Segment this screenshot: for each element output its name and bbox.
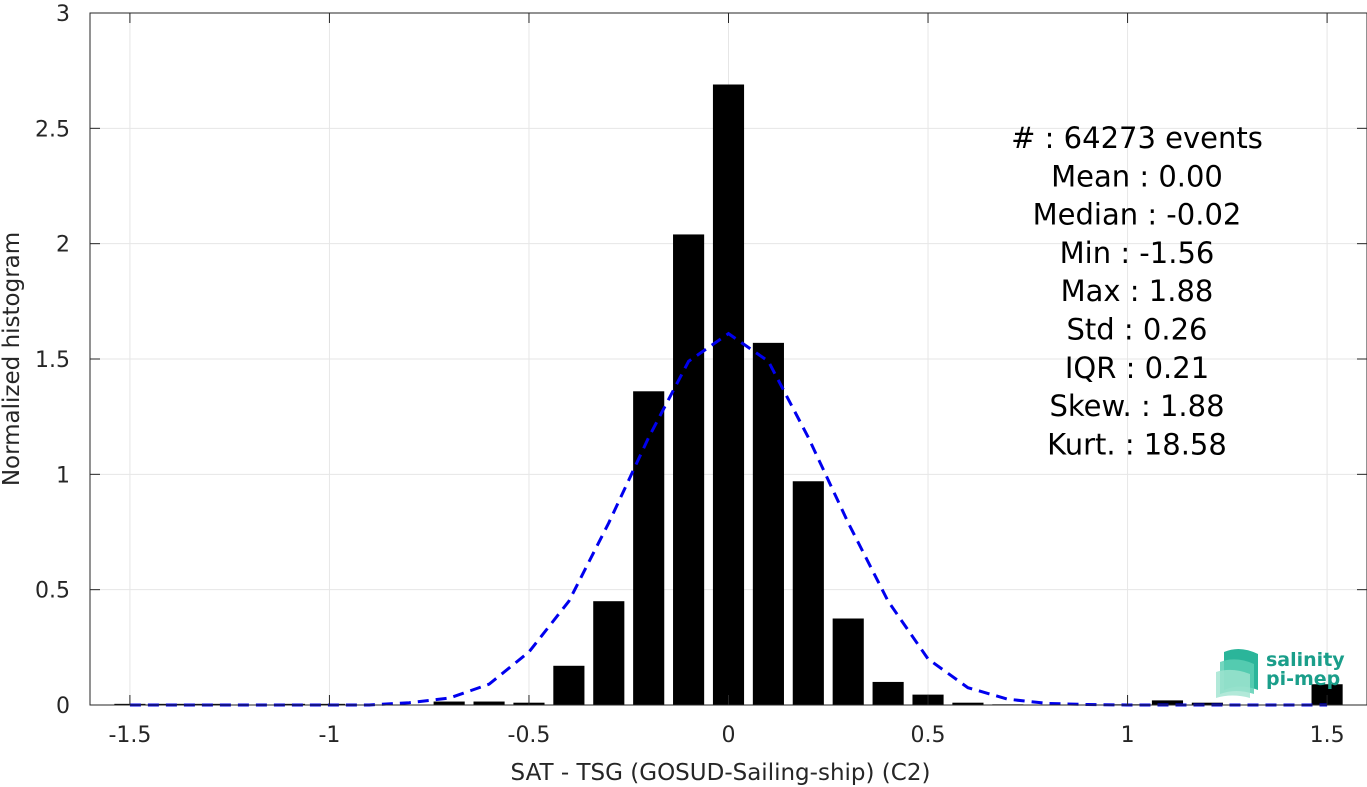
histogram-bar-14 (673, 234, 705, 705)
stat-line-5: Std : 0.26 (1067, 313, 1208, 347)
stat-line-7: Skew. : 1.88 (1049, 389, 1224, 423)
x-tick-label-4: 0.5 (911, 723, 946, 748)
histogram-bar-4 (273, 703, 306, 705)
y-tick-label-4: 2 (56, 233, 70, 258)
x-axis-title: SAT - TSG (GOSUD-Sailing-ship) (C2) (511, 760, 931, 786)
x-tick-labels: -1.5 -1 -0.5 0 0.5 1 1.5 (108, 723, 1344, 748)
y-tick-label-0: 0 (56, 694, 70, 719)
histogram-bar-16 (752, 342, 784, 705)
stat-line-4: Max : 1.88 (1061, 274, 1214, 308)
histogram-bar-9 (473, 701, 505, 705)
y-axis-title: Normalized histogram (0, 232, 25, 486)
stat-line-2: Median : -0.02 (1033, 198, 1242, 232)
histogram-bar-19 (872, 681, 904, 705)
stat-line-8: Kurt. : 18.58 (1047, 427, 1227, 461)
stat-line-6: IQR : 0.21 (1065, 351, 1209, 385)
axis-ticks (90, 12, 1367, 706)
histogram-bar-15 (712, 84, 745, 706)
statistics-annotation: # : 64273 events Mean : 0.00 Median : -0.0… (1011, 121, 1263, 461)
stat-line-1: Mean : 0.00 (1051, 159, 1223, 193)
logo-line1: salinity (1266, 649, 1345, 671)
x-tick-label-5: 1 (1121, 723, 1135, 748)
x-tick-label-3: 0 (722, 723, 736, 748)
histogram-bar-21 (952, 702, 984, 705)
stat-line-3: Min : -1.56 (1060, 236, 1215, 270)
y-tick-label-3: 1.5 (35, 348, 70, 373)
histogram-bar-17 (792, 481, 824, 705)
x-tick-label-6: 1.5 (1310, 723, 1345, 748)
histogram-bar-26 (1151, 700, 1184, 705)
histogram-bar-18 (832, 618, 864, 705)
x-tick-label-2: -0.5 (508, 723, 551, 748)
histogram-bar-30 (1311, 684, 1343, 705)
histogram-bar-8 (433, 701, 465, 705)
y-tick-label-1: 0.5 (35, 579, 70, 604)
stat-line-0: # : 64273 events (1011, 121, 1263, 155)
histogram-bar-12 (593, 601, 625, 705)
y-tick-label-5: 2.5 (35, 117, 70, 142)
x-tick-label-0: -1.5 (108, 723, 151, 748)
histogram-bars (114, 84, 1343, 706)
y-tick-label-6: 3 (56, 2, 70, 27)
salinity-pi-mep-logo: salinity pi-mep (1216, 648, 1345, 698)
histogram-bar-27 (1191, 702, 1223, 705)
y-tick-label-2: 1 (56, 463, 70, 488)
y-tick-labels: 0 0.5 1 1.5 2 2.5 3 (35, 2, 70, 719)
logo-line2: pi-mep (1266, 668, 1340, 690)
logo-waves-icon (1216, 648, 1258, 698)
x-tick-label-1: -1 (318, 723, 340, 748)
histogram-bar-11 (553, 665, 585, 705)
histogram-bar-13 (633, 391, 665, 705)
